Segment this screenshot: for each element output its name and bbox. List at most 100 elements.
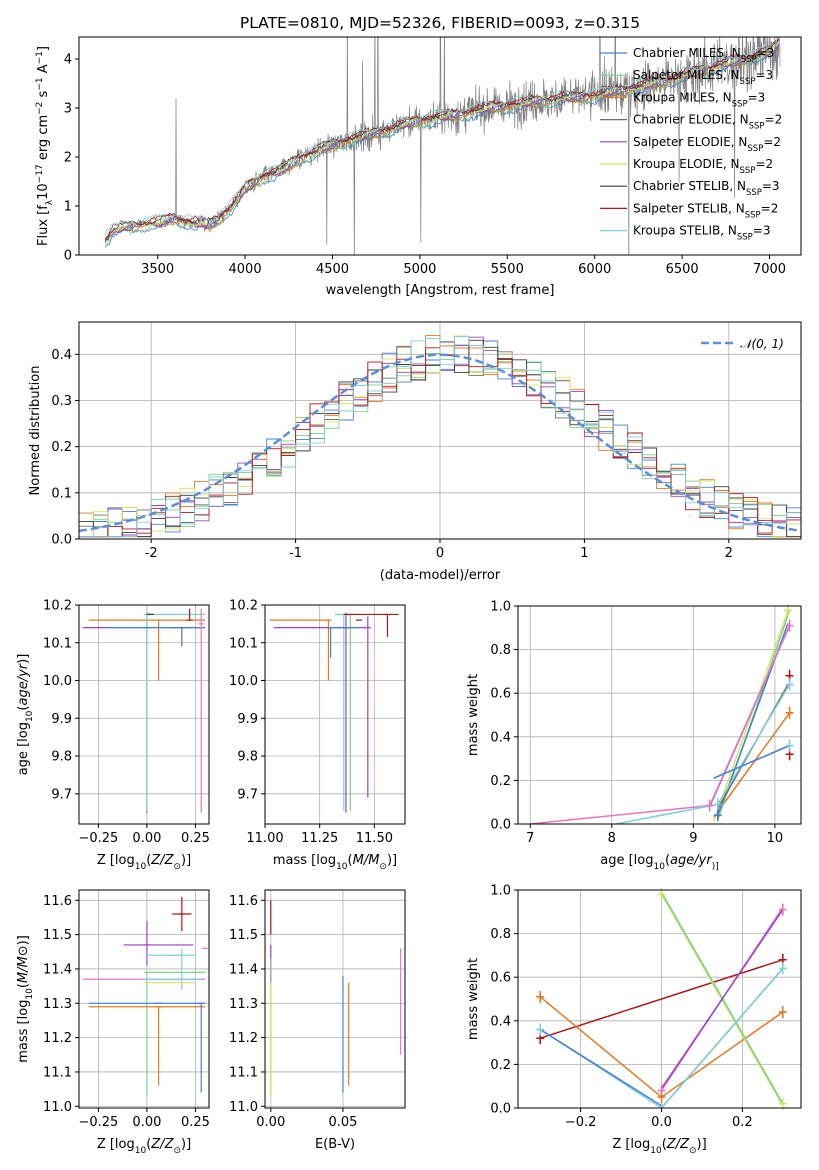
y-axis-label-part: )]	[16, 654, 31, 664]
x-axis-label-part: Z/Z	[150, 853, 174, 868]
legend-nssp: =2	[765, 113, 783, 127]
x-axis-label-part: age/yr	[670, 853, 713, 868]
y-tick-label: 0.2	[490, 1058, 511, 1073]
y-tick-label: 1	[64, 200, 72, 215]
x-axis-label-part: Z [log	[97, 853, 135, 868]
y-tick-label: 11.6	[229, 894, 258, 909]
x-axis-label-part: (	[665, 853, 670, 868]
x-tick-label: 11.25	[301, 831, 338, 846]
y-axis-label-part: ]	[36, 46, 51, 51]
y-tick-label: 11.5	[229, 928, 258, 943]
x-axis-label-part: Z/Z	[666, 1137, 690, 1152]
y-axis-label-part: s	[36, 90, 51, 101]
y-axis-label-part: 10	[25, 988, 35, 1000]
model-spectrum-line	[104, 48, 780, 244]
y-axis-label-part: −1	[35, 77, 45, 90]
legend-nssp: =2	[763, 135, 781, 149]
y-axis-label-part: age [log	[16, 722, 31, 775]
mass-weight-line	[539, 959, 784, 1039]
y-tick-label: 0.3	[51, 394, 72, 409]
y-tick-label: 11.3	[43, 997, 72, 1012]
x-tick-label: 0.05	[328, 1115, 357, 1130]
axes-frame	[517, 605, 802, 825]
model-spectrum-line	[104, 48, 780, 246]
legend-subscript: SSP	[737, 233, 753, 243]
figure-title: PLATE=0810, MJD=52326, FIBERID=0093, z=0…	[240, 14, 640, 32]
y-tick-label: 0.4	[51, 348, 72, 363]
plus-marker	[778, 962, 787, 975]
y-axis-label-part: (	[16, 706, 31, 711]
x-tick-label: 7000	[753, 262, 786, 277]
plus-marker	[785, 706, 794, 719]
x-axis-label: Z [log10(Z/Z⊙)]	[97, 1137, 191, 1156]
axes-frame	[264, 604, 406, 825]
x-axis-label-part: 10	[135, 862, 147, 872]
legend-subscript: SSP	[741, 55, 757, 65]
plot-area	[82, 896, 209, 1096]
x-axis-label: mass [log10(M/M⊙)]	[273, 853, 397, 872]
y-axis-label: mass weight	[466, 958, 481, 1040]
y-tick-label: 10.1	[229, 636, 258, 651]
x-axis-label-part: (	[146, 1137, 151, 1152]
age-vs-mass-panel: 11.00 11.25 11.50 9.7 9.8 9.9 10.0 10.1 10.2 mass…	[229, 599, 406, 872]
x-tick-label: 4500	[316, 262, 349, 277]
y-tick-label: 10.1	[43, 636, 72, 651]
axes-frame	[78, 889, 210, 1109]
y-tick-label: 0.8	[490, 927, 511, 942]
x-axis-label-part: ⊙	[379, 862, 387, 872]
x-axis-label: wavelength [Angstrom, rest frame]	[326, 283, 555, 298]
y-tick-label: 9.7	[51, 787, 72, 802]
y-tick-label: 0.2	[490, 774, 511, 789]
y-axis-label-part: λ	[45, 199, 55, 205]
x-tick-label: -1	[289, 546, 302, 561]
axes-frame	[78, 36, 802, 256]
plus-marker	[536, 1023, 545, 1036]
legend-entry: Salpeter STELIB, NSSP=2	[633, 201, 778, 220]
y-tick-label: 0	[64, 249, 72, 264]
legend-subscript: SSP	[732, 99, 748, 109]
x-tick-label: 10	[767, 831, 784, 846]
y-axis-label-part: erg cm	[36, 115, 51, 164]
legend-entry: Chabrier STELIB, NSSP=3	[633, 179, 780, 198]
legend-subscript: SSP	[740, 77, 756, 87]
x-tick-label: −0.25	[78, 831, 118, 846]
y-axis-label-part: 10	[25, 710, 35, 722]
observed-spectrum-line	[105, 37, 781, 255]
y-axis-label: mass weight	[466, 674, 481, 756]
legend-nssp: =3	[748, 90, 766, 104]
x-axis-label-part: ⊙	[173, 1146, 181, 1156]
legend-nssp: =3	[753, 224, 771, 238]
x-axis-label-part: 10	[336, 862, 348, 872]
y-tick-label: 0.6	[490, 971, 511, 986]
x-tick-label: 1	[580, 546, 588, 561]
x-axis-label: E(B-V)	[315, 1137, 355, 1152]
y-tick-label: 0.1	[51, 486, 72, 501]
legend-nssp: =3	[757, 46, 775, 60]
mass-weight-line	[660, 909, 784, 1089]
x-axis-label-part: ⊙	[173, 862, 181, 872]
x-axis-label-part: Z [log	[97, 1137, 135, 1152]
legend-subscript: SSP	[747, 144, 763, 154]
legend-entry: 𝒩(0, 1)	[740, 337, 784, 351]
x-axis-label: Z [log10(Z/Z⊙)]	[97, 853, 191, 872]
x-axis-label-part: 10	[650, 1146, 662, 1156]
plus-marker	[713, 809, 722, 822]
x-tick-label: 3500	[141, 262, 174, 277]
y-tick-label: 3	[64, 102, 72, 117]
y-tick-label: 0.4	[490, 730, 511, 745]
mass-weight-line	[712, 610, 789, 823]
plot-area	[82, 608, 206, 813]
mass-vs-ebv-panel: 0.00 0.05 11.0 11.1 11.2 11.3 11.4 11.5 11.6 E(B-…	[229, 889, 406, 1152]
y-axis-label-part: −1	[35, 51, 45, 64]
y-tick-label: 0.6	[490, 687, 511, 702]
x-tick-label: 4000	[229, 262, 262, 277]
y-tick-label: 11.0	[229, 1100, 258, 1115]
y-tick-label: 10.2	[229, 599, 258, 614]
plot-area	[530, 610, 791, 824]
x-axis-label-part: )]	[181, 1137, 191, 1152]
y-tick-label: 10.0	[229, 674, 258, 689]
axes-frame	[78, 604, 210, 825]
x-axis-label: age [log10(age/yr)]	[600, 853, 718, 872]
plot-area	[104, 37, 781, 255]
